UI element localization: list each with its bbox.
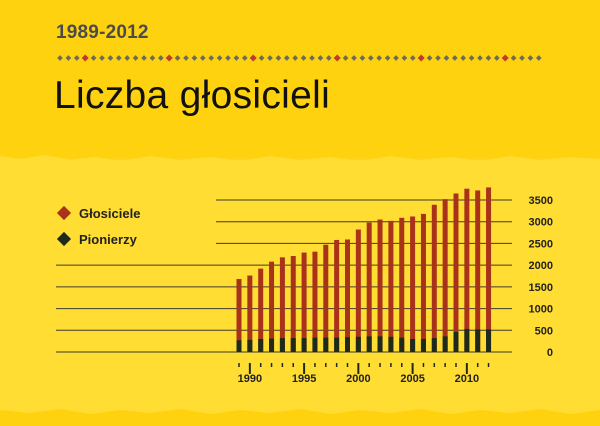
divider-dot — [132, 55, 139, 61]
y-tick-label: 0 — [547, 347, 553, 359]
bottom-torn-edge — [0, 409, 600, 426]
bar-pioneers — [290, 338, 296, 352]
y-tick-label: 3000 — [529, 217, 553, 229]
x-tick-label: 2000 — [346, 373, 370, 385]
bar-publishers — [345, 239, 350, 352]
x-tick-label: 1990 — [238, 373, 262, 385]
y-tick-label: 2500 — [529, 238, 553, 250]
divider-dot — [174, 55, 181, 61]
bar-publishers — [236, 279, 242, 352]
bar-pioneers — [377, 336, 383, 352]
x-tick-label: 1995 — [292, 373, 316, 385]
legend-item-publishers: Głosiciele — [56, 203, 140, 223]
legend-item-pioneers: Pionierzy — [56, 229, 140, 249]
bar-pioneers — [464, 328, 470, 352]
bar-pioneers — [345, 337, 350, 352]
bar-pioneers — [301, 338, 307, 352]
divider-dot — [292, 55, 299, 61]
bar-pioneers — [486, 329, 492, 352]
bar-pioneers — [236, 340, 242, 352]
bar-publishers — [312, 251, 318, 352]
bar-pioneers — [388, 336, 394, 352]
x-tick-label: 2005 — [400, 373, 424, 385]
x-tick-label: 2010 — [455, 373, 479, 385]
bar-pioneers — [475, 329, 481, 352]
bar-publishers — [334, 239, 340, 352]
bar-publishers — [464, 188, 470, 352]
decorative-divider — [57, 54, 542, 62]
bar-publishers — [355, 229, 361, 352]
bar-pioneers — [453, 332, 459, 352]
bar-publishers — [486, 187, 492, 352]
bar-publishers — [290, 256, 296, 352]
bar-pioneers — [399, 337, 405, 352]
divider-dot — [283, 55, 290, 61]
bar-publishers — [301, 252, 307, 352]
divider-dot — [149, 55, 156, 61]
bar-pioneers — [247, 339, 253, 352]
bar-publishers — [388, 220, 394, 352]
bar-pioneers — [258, 338, 264, 352]
bar-publishers — [279, 257, 285, 352]
bar-pioneers — [431, 338, 437, 352]
bar-pioneers — [334, 337, 340, 352]
bar-publishers — [410, 216, 416, 352]
years-subtitle: 1989-2012 — [56, 22, 149, 43]
bar-pioneers — [420, 338, 426, 352]
divider-diamond — [249, 54, 257, 62]
bar-publishers — [269, 261, 275, 352]
bar-pioneers — [355, 336, 361, 352]
y-tick-label: 3500 — [529, 195, 553, 207]
chart-legend: Głosiciele Pionierzy — [56, 203, 140, 255]
divider-dot — [73, 55, 80, 61]
bar-publishers — [453, 193, 459, 352]
legend-label: Pionierzy — [79, 231, 137, 247]
header-band — [0, 0, 600, 158]
page-title: Liczba głosicieli — [54, 74, 331, 117]
chart-band — [0, 160, 600, 426]
divider-dot — [535, 55, 542, 61]
bar-publishers — [247, 275, 253, 352]
bar-publishers — [431, 204, 437, 352]
divider-diamond — [417, 54, 425, 62]
bar-publishers — [366, 222, 372, 352]
divider-diamond — [165, 54, 173, 62]
y-tick-label: 2000 — [529, 260, 553, 272]
bar-publishers — [442, 199, 448, 352]
divider-dot — [519, 55, 525, 61]
bar-pioneers — [366, 336, 372, 352]
bar-publishers — [475, 190, 481, 352]
y-tick-label: 1000 — [529, 304, 553, 316]
y-tick-label: 500 — [535, 325, 553, 337]
divider-diamond — [81, 54, 89, 62]
divider-diamond — [333, 54, 341, 62]
legend-label: Głosiciele — [79, 205, 141, 221]
bar-pioneers — [312, 337, 318, 352]
bar-publishers — [258, 268, 264, 352]
bar-publishers — [420, 213, 426, 352]
bar-publishers — [377, 219, 383, 352]
bar-publishers — [399, 217, 405, 352]
bar-pioneers — [279, 338, 285, 352]
bar-pioneers — [442, 336, 448, 352]
divider-diamond — [501, 54, 509, 62]
bar-pioneers — [323, 337, 329, 352]
bar-pioneers — [410, 338, 416, 352]
divider-dot — [115, 55, 122, 61]
y-tick-label: 1500 — [529, 282, 553, 294]
bar-pioneers — [269, 338, 275, 352]
bar-publishers — [323, 244, 329, 352]
